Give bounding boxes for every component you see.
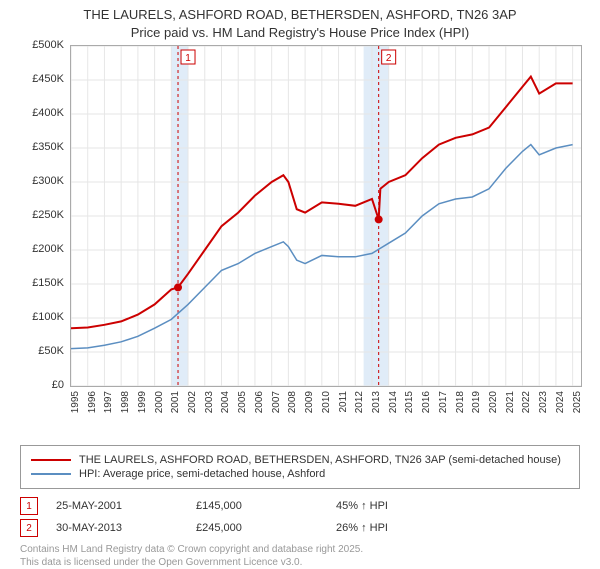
x-tick-label: 2004 [220,391,231,413]
plot-svg: 12 [71,46,581,386]
marker-price: £145,000 [196,500,336,512]
x-tick-label: 2006 [254,391,265,413]
x-tick-label: 2017 [438,391,449,413]
y-tick-label: £400K [32,107,64,119]
x-tick-label: 2012 [354,391,365,413]
y-tick-label: £50K [38,345,64,357]
y-tick-label: £450K [32,73,64,85]
x-tick-label: 2009 [304,391,315,413]
y-tick-label: £200K [32,243,64,255]
x-axis: 1995199619971998199920002001200220032004… [70,387,580,405]
markers-table: 1 25-MAY-2001£145,00045% ↑ HPI 2 30-MAY-201… [20,497,580,537]
chart-title: THE LAURELS, ASHFORD ROAD, BETHERSDEN, A… [0,0,600,41]
x-tick-label: 2021 [505,391,516,413]
marker-row: 2 30-MAY-2013£245,00026% ↑ HPI [20,519,580,537]
x-tick-label: 1997 [103,391,114,413]
legend-label: THE LAURELS, ASHFORD ROAD, BETHERSDEN, A… [79,454,561,466]
x-tick-label: 2024 [555,391,566,413]
svg-text:2: 2 [386,53,392,64]
marker-delta: 26% ↑ HPI [336,522,476,534]
y-tick-label: £0 [52,379,64,391]
marker-badge: 2 [20,519,38,537]
title-line-1: THE LAURELS, ASHFORD ROAD, BETHERSDEN, A… [0,6,600,24]
footnote-line-2: This data is licensed under the Open Gov… [20,556,580,569]
y-tick-label: £250K [32,209,64,221]
chart-area: £0 £50K £100K £150K £200K £250K £300K £350K £400… [20,45,580,405]
x-tick-label: 2001 [170,391,181,413]
x-tick-label: 1999 [137,391,148,413]
marker-delta: 45% ↑ HPI [336,500,476,512]
x-tick-label: 2011 [338,391,349,413]
x-tick-label: 2019 [471,391,482,413]
x-tick-label: 1995 [70,391,81,413]
x-tick-label: 1998 [120,391,131,413]
x-tick-label: 2022 [521,391,532,413]
marker-price: £245,000 [196,522,336,534]
y-tick-label: £150K [32,277,64,289]
marker-badge: 1 [20,497,38,515]
legend-swatch [31,473,71,475]
legend: THE LAURELS, ASHFORD ROAD, BETHERSDEN, A… [20,445,580,489]
x-tick-label: 2008 [287,391,298,413]
x-tick-label: 2010 [321,391,332,413]
marker-date: 25-MAY-2001 [56,500,196,512]
x-tick-label: 2014 [388,391,399,413]
plot-area: 12 [70,45,582,387]
footnote: Contains HM Land Registry data © Crown c… [20,543,580,569]
marker-row: 1 25-MAY-2001£145,00045% ↑ HPI [20,497,580,515]
x-tick-label: 2018 [455,391,466,413]
legend-label: HPI: Average price, semi-detached house,… [79,468,325,480]
x-tick-label: 2005 [237,391,248,413]
x-tick-label: 2020 [488,391,499,413]
x-tick-label: 2013 [371,391,382,413]
y-tick-label: £100K [32,311,64,323]
x-tick-label: 2002 [187,391,198,413]
y-tick-label: £300K [32,175,64,187]
y-axis: £0 £50K £100K £150K £200K £250K £300K £350K £400… [20,45,66,405]
x-tick-label: 2023 [538,391,549,413]
footnote-line-1: Contains HM Land Registry data © Crown c… [20,543,580,556]
x-tick-label: 1996 [87,391,98,413]
x-tick-label: 2003 [204,391,215,413]
legend-item: HPI: Average price, semi-detached house,… [31,468,569,480]
x-tick-label: 2000 [154,391,165,413]
title-line-2: Price paid vs. HM Land Registry's House … [0,24,600,42]
x-tick-label: 2025 [572,391,583,413]
x-tick-label: 2015 [404,391,415,413]
legend-swatch [31,459,71,461]
x-tick-label: 2016 [421,391,432,413]
y-tick-label: £500K [32,39,64,51]
svg-text:1: 1 [185,53,191,64]
marker-date: 30-MAY-2013 [56,522,196,534]
y-tick-label: £350K [32,141,64,153]
legend-item: THE LAURELS, ASHFORD ROAD, BETHERSDEN, A… [31,454,569,466]
page-container: THE LAURELS, ASHFORD ROAD, BETHERSDEN, A… [0,0,600,560]
x-tick-label: 2007 [271,391,282,413]
